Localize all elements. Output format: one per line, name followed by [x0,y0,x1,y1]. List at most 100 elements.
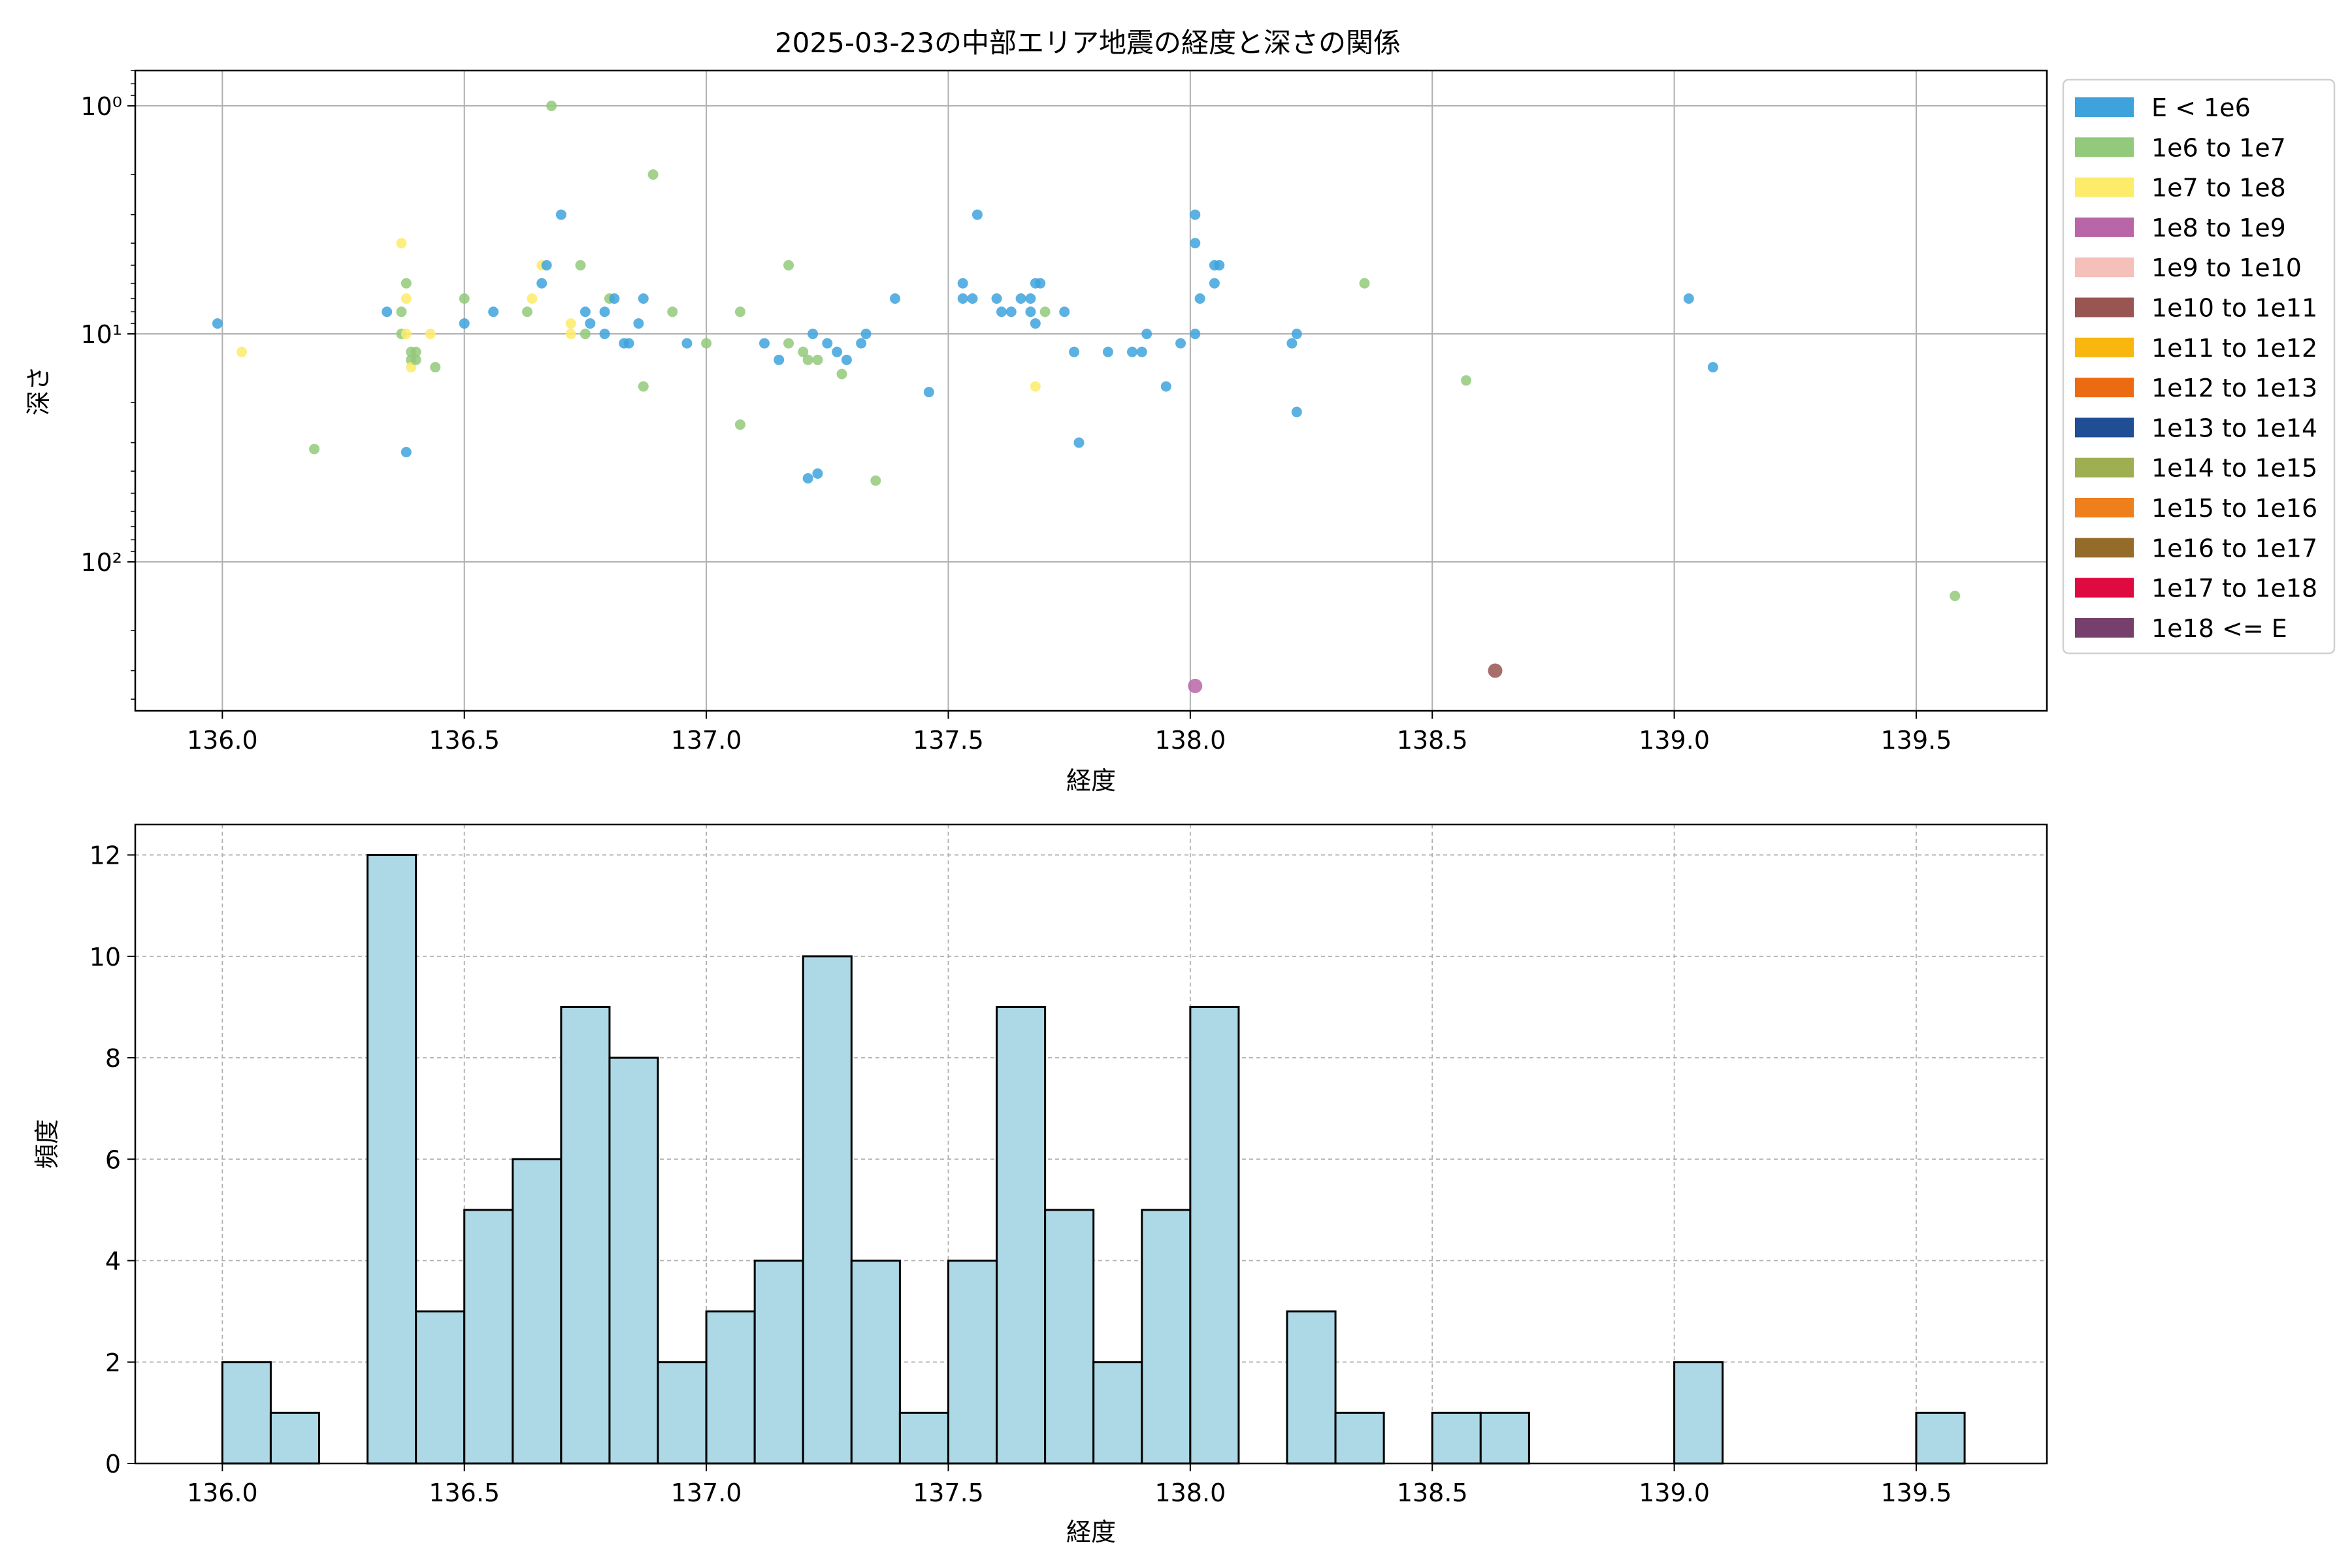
scatter-point [575,259,586,270]
scatter-point [1175,338,1186,349]
scatter-point [870,475,881,486]
histogram-bar [898,1411,949,1465]
legend-label: 1e14 to 1e15 [2151,454,2317,483]
scatter-y-tick-label: 10¹ [80,320,122,349]
scatter-point [309,444,320,455]
scatter-point [889,293,900,304]
histogram-x-tick-label: 136.0 [187,1478,258,1507]
scatter-point [822,338,833,349]
legend-swatch [2075,257,2134,278]
scatter-point [638,293,649,304]
scatter-point [400,278,412,289]
histogram-bars [221,854,1966,1465]
scatter-point [1015,293,1026,304]
legend-label: 1e18 <= E [2151,614,2287,643]
scatter-point [1073,437,1085,448]
scatter-point [832,346,843,357]
scatter-point [555,209,566,220]
scatter-x-tick-label: 139.5 [1881,726,1952,755]
scatter-point [734,306,745,318]
scatter-point [382,306,393,318]
histogram-bar [1479,1411,1530,1465]
scatter-point [1160,381,1171,392]
histogram-x-tick-label: 139.0 [1639,1478,1710,1507]
histogram-bar [1044,1209,1095,1465]
scatter-point [410,354,421,365]
scatter-point [860,329,872,340]
scatter-point [400,293,412,304]
scatter-point [638,381,649,392]
histogram-bar [1189,1005,1240,1465]
legend-swatch [2075,378,2134,398]
scatter-point [459,293,470,304]
scatter-point [1190,209,1201,220]
histogram-x-tick-label: 137.5 [913,1478,984,1507]
scatter-point [1194,293,1205,304]
scatter-point [1291,406,1302,417]
legend-swatch [2075,97,2134,117]
scatter-point [783,338,794,349]
scatter-x-tick-label: 136.5 [429,726,500,755]
scatter-point [774,354,785,365]
scatter-y-ticks: 10⁰ 10¹ 10² [80,70,135,700]
legend-label: E < 1e6 [2151,93,2251,122]
histogram-bar [1286,1310,1337,1465]
legend-frame [2062,78,2336,655]
scatter-point [812,354,823,365]
scatter-point [681,338,693,349]
legend-label: 1e8 to 1e9 [2151,214,2286,242]
scatter-point [546,101,557,112]
histogram-x-tick-label: 137.0 [671,1478,742,1507]
legend-swatch [2075,498,2134,517]
histogram-bar [947,1260,998,1465]
histogram-x-axis-label: 経度 [1066,1518,1116,1546]
scatter-point [856,338,867,349]
histogram-x-tick-label: 136.5 [429,1478,500,1507]
scatter-points [212,101,1961,693]
scatter-point [957,293,968,304]
scatter-point [1683,293,1694,304]
scatter-point [1488,663,1503,678]
scatter-point [425,329,436,340]
scatter-x-axis-label: 経度 [1066,766,1116,795]
scatter-point [565,318,576,329]
scatter-point [396,238,407,249]
legend-swatch [2075,337,2134,357]
histogram-bar [560,1005,611,1465]
scatter-point [236,346,247,357]
scatter-point [1069,346,1080,357]
scatter-point [633,318,644,329]
scatter-point [1039,306,1051,318]
histogram-bar [996,1005,1047,1465]
scatter-point [996,306,1007,318]
scatter-point [1286,338,1298,349]
scatter-plot-area [134,69,2048,712]
histogram-bar [1673,1361,1724,1465]
histogram-y-tick-label: 6 [105,1145,121,1174]
scatter-point [527,293,538,304]
histogram-x-ticks: 136.0 136.5 137.0 137.5 138.0 138.5 139.0 139.5 [187,1463,1952,1507]
histogram-bar [463,1209,514,1465]
legend-swatch [2075,177,2134,197]
histogram-x-tick-label: 138.5 [1397,1478,1468,1507]
scatter-point [1950,591,1961,602]
legend-label: 1e7 to 1e8 [2151,174,2286,203]
chart-title: 2025-03-23の中部エリア地震の経度と深さの関係 [775,27,1401,59]
histogram-bar [802,955,853,1465]
scatter-point [1461,375,1472,386]
legend-label: 1e6 to 1e7 [2151,133,2286,162]
legend-swatch [2075,297,2134,318]
scatter-x-tick-label: 136.0 [187,726,258,755]
scatter-point [565,329,576,340]
scatter-point [923,387,934,398]
scatter-point [623,338,634,349]
legend-label: 1e10 to 1e11 [2151,294,2317,323]
histogram-bar [1141,1209,1192,1465]
scatter-point [1126,346,1137,357]
scatter-point [522,306,533,318]
scatter-x-tick-label: 137.5 [913,726,984,755]
scatter-point [212,318,223,329]
scatter-point [967,293,978,304]
scatter-point [599,306,610,318]
